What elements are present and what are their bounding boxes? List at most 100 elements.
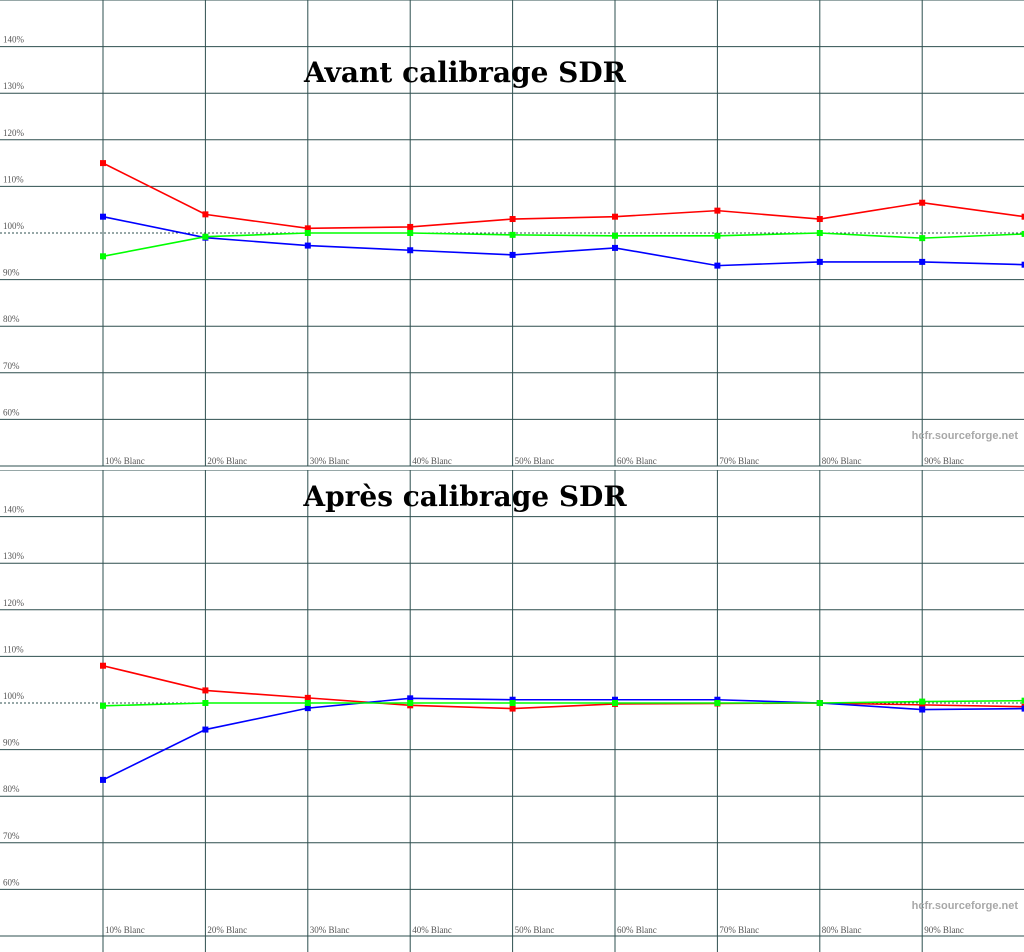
chart-title-before: Avant calibrage SDR (304, 56, 626, 89)
chart-title-after: Après calibrage SDR (303, 480, 627, 513)
y-tick-label: 90% (3, 738, 20, 748)
data-point (407, 247, 414, 254)
data-point (304, 694, 311, 701)
x-tick-label: 50% Blanc (515, 456, 555, 466)
data-point (304, 242, 311, 249)
data-point (612, 213, 618, 220)
y-tick-label: 60% (3, 407, 20, 417)
data-point (304, 225, 311, 232)
data-point (509, 696, 516, 703)
x-tick-label: 20% Blanc (207, 456, 247, 466)
y-tick-label: 130% (3, 81, 25, 91)
y-tick-label: 100% (3, 691, 25, 701)
y-tick-label: 110% (3, 174, 24, 184)
data-point (202, 211, 209, 218)
data-point (407, 230, 414, 236)
x-tick-label: 40% Blanc (412, 456, 452, 466)
series-line (102, 162, 1024, 230)
series-line (102, 215, 1024, 267)
data-point (100, 662, 106, 669)
x-tick-label: 40% Blanc (412, 925, 452, 935)
data-point (1021, 213, 1024, 220)
data-point (304, 230, 311, 236)
data-point (509, 231, 516, 238)
series-line (102, 699, 1024, 707)
y-tick-label: 70% (3, 361, 20, 371)
data-point (202, 687, 209, 694)
y-tick-label: 140% (3, 35, 25, 45)
y-tick-label: 80% (3, 314, 20, 324)
series-line (102, 697, 1024, 781)
data-point (1021, 261, 1024, 268)
data-point (202, 726, 209, 733)
y-tick-label: 120% (3, 598, 25, 608)
chart-svg-before: 60% 70% 80% 90% 100% 110% 120% 130% 140% 10% Blan… (0, 0, 1024, 467)
x-tick-label: 50% Blanc (515, 925, 555, 935)
series-line (102, 664, 1024, 710)
data-point (100, 253, 106, 260)
data-point (100, 160, 106, 167)
y-tick-label: 130% (3, 551, 25, 561)
data-point (816, 216, 823, 223)
data-point (1021, 697, 1024, 704)
data-point (919, 199, 926, 206)
x-tick-label: 80% Blanc (822, 925, 862, 935)
data-point (714, 700, 721, 706)
y-tick-label: 120% (3, 128, 25, 138)
data-point (1021, 230, 1024, 237)
y-tick-label: 60% (3, 877, 20, 887)
x-tick-label: 90% Blanc (924, 925, 964, 935)
x-tick-label: 10% Blanc (105, 925, 145, 935)
y-tick-label: 110% (3, 644, 24, 654)
data-point (407, 695, 414, 702)
x-tick-label: 80% Blanc (822, 456, 862, 466)
data-point (612, 244, 618, 251)
x-tick-label: 90% Blanc (924, 456, 964, 466)
x-tick-label: 70% Blanc (719, 456, 759, 466)
data-point (612, 700, 618, 706)
x-tick-label: 30% Blanc (310, 456, 350, 466)
y-tick-label: 70% (3, 831, 20, 841)
data-point (816, 230, 823, 236)
y-tick-label: 140% (3, 505, 25, 515)
x-tick-label: 20% Blanc (207, 925, 247, 935)
data-point (919, 698, 926, 705)
data-point (509, 705, 516, 712)
chart-svg-after: 60% 70% 80% 90% 100% 110% 120% 130% 140% 10% Blan… (0, 470, 1024, 952)
x-tick-label: 70% Blanc (719, 925, 759, 935)
data-point (100, 702, 106, 709)
data-point (100, 213, 106, 220)
x-tick-label: 10% Blanc (105, 456, 145, 466)
data-point (714, 262, 721, 269)
chart-panel-after: 60% 70% 80% 90% 100% 110% 120% 130% 140% 10% Blan… (0, 470, 1024, 952)
data-point (919, 235, 926, 242)
data-point (714, 207, 721, 214)
data-point (100, 776, 106, 783)
data-point (509, 700, 516, 706)
x-tick-label: 60% Blanc (617, 925, 657, 935)
watermark-after: hcfr.sourceforge.net (911, 900, 1018, 912)
data-point (919, 258, 926, 265)
data-point (816, 700, 823, 706)
data-point (202, 233, 209, 240)
data-point (714, 232, 721, 239)
y-tick-label: 90% (3, 268, 20, 278)
data-point (612, 232, 618, 239)
data-point (304, 705, 311, 712)
data-point (202, 700, 209, 706)
series-line (102, 232, 1024, 258)
data-point (612, 696, 618, 703)
data-point (304, 700, 311, 706)
data-point (816, 258, 823, 265)
data-point (919, 706, 926, 713)
data-point (407, 223, 414, 230)
data-point (509, 251, 516, 258)
data-point (1021, 705, 1024, 712)
y-tick-label: 80% (3, 784, 20, 794)
x-tick-label: 30% Blanc (310, 925, 350, 935)
data-point (509, 216, 516, 223)
data-point (407, 700, 414, 706)
y-tick-label: 100% (3, 221, 25, 231)
data-point (714, 696, 721, 703)
x-tick-label: 60% Blanc (617, 456, 657, 466)
